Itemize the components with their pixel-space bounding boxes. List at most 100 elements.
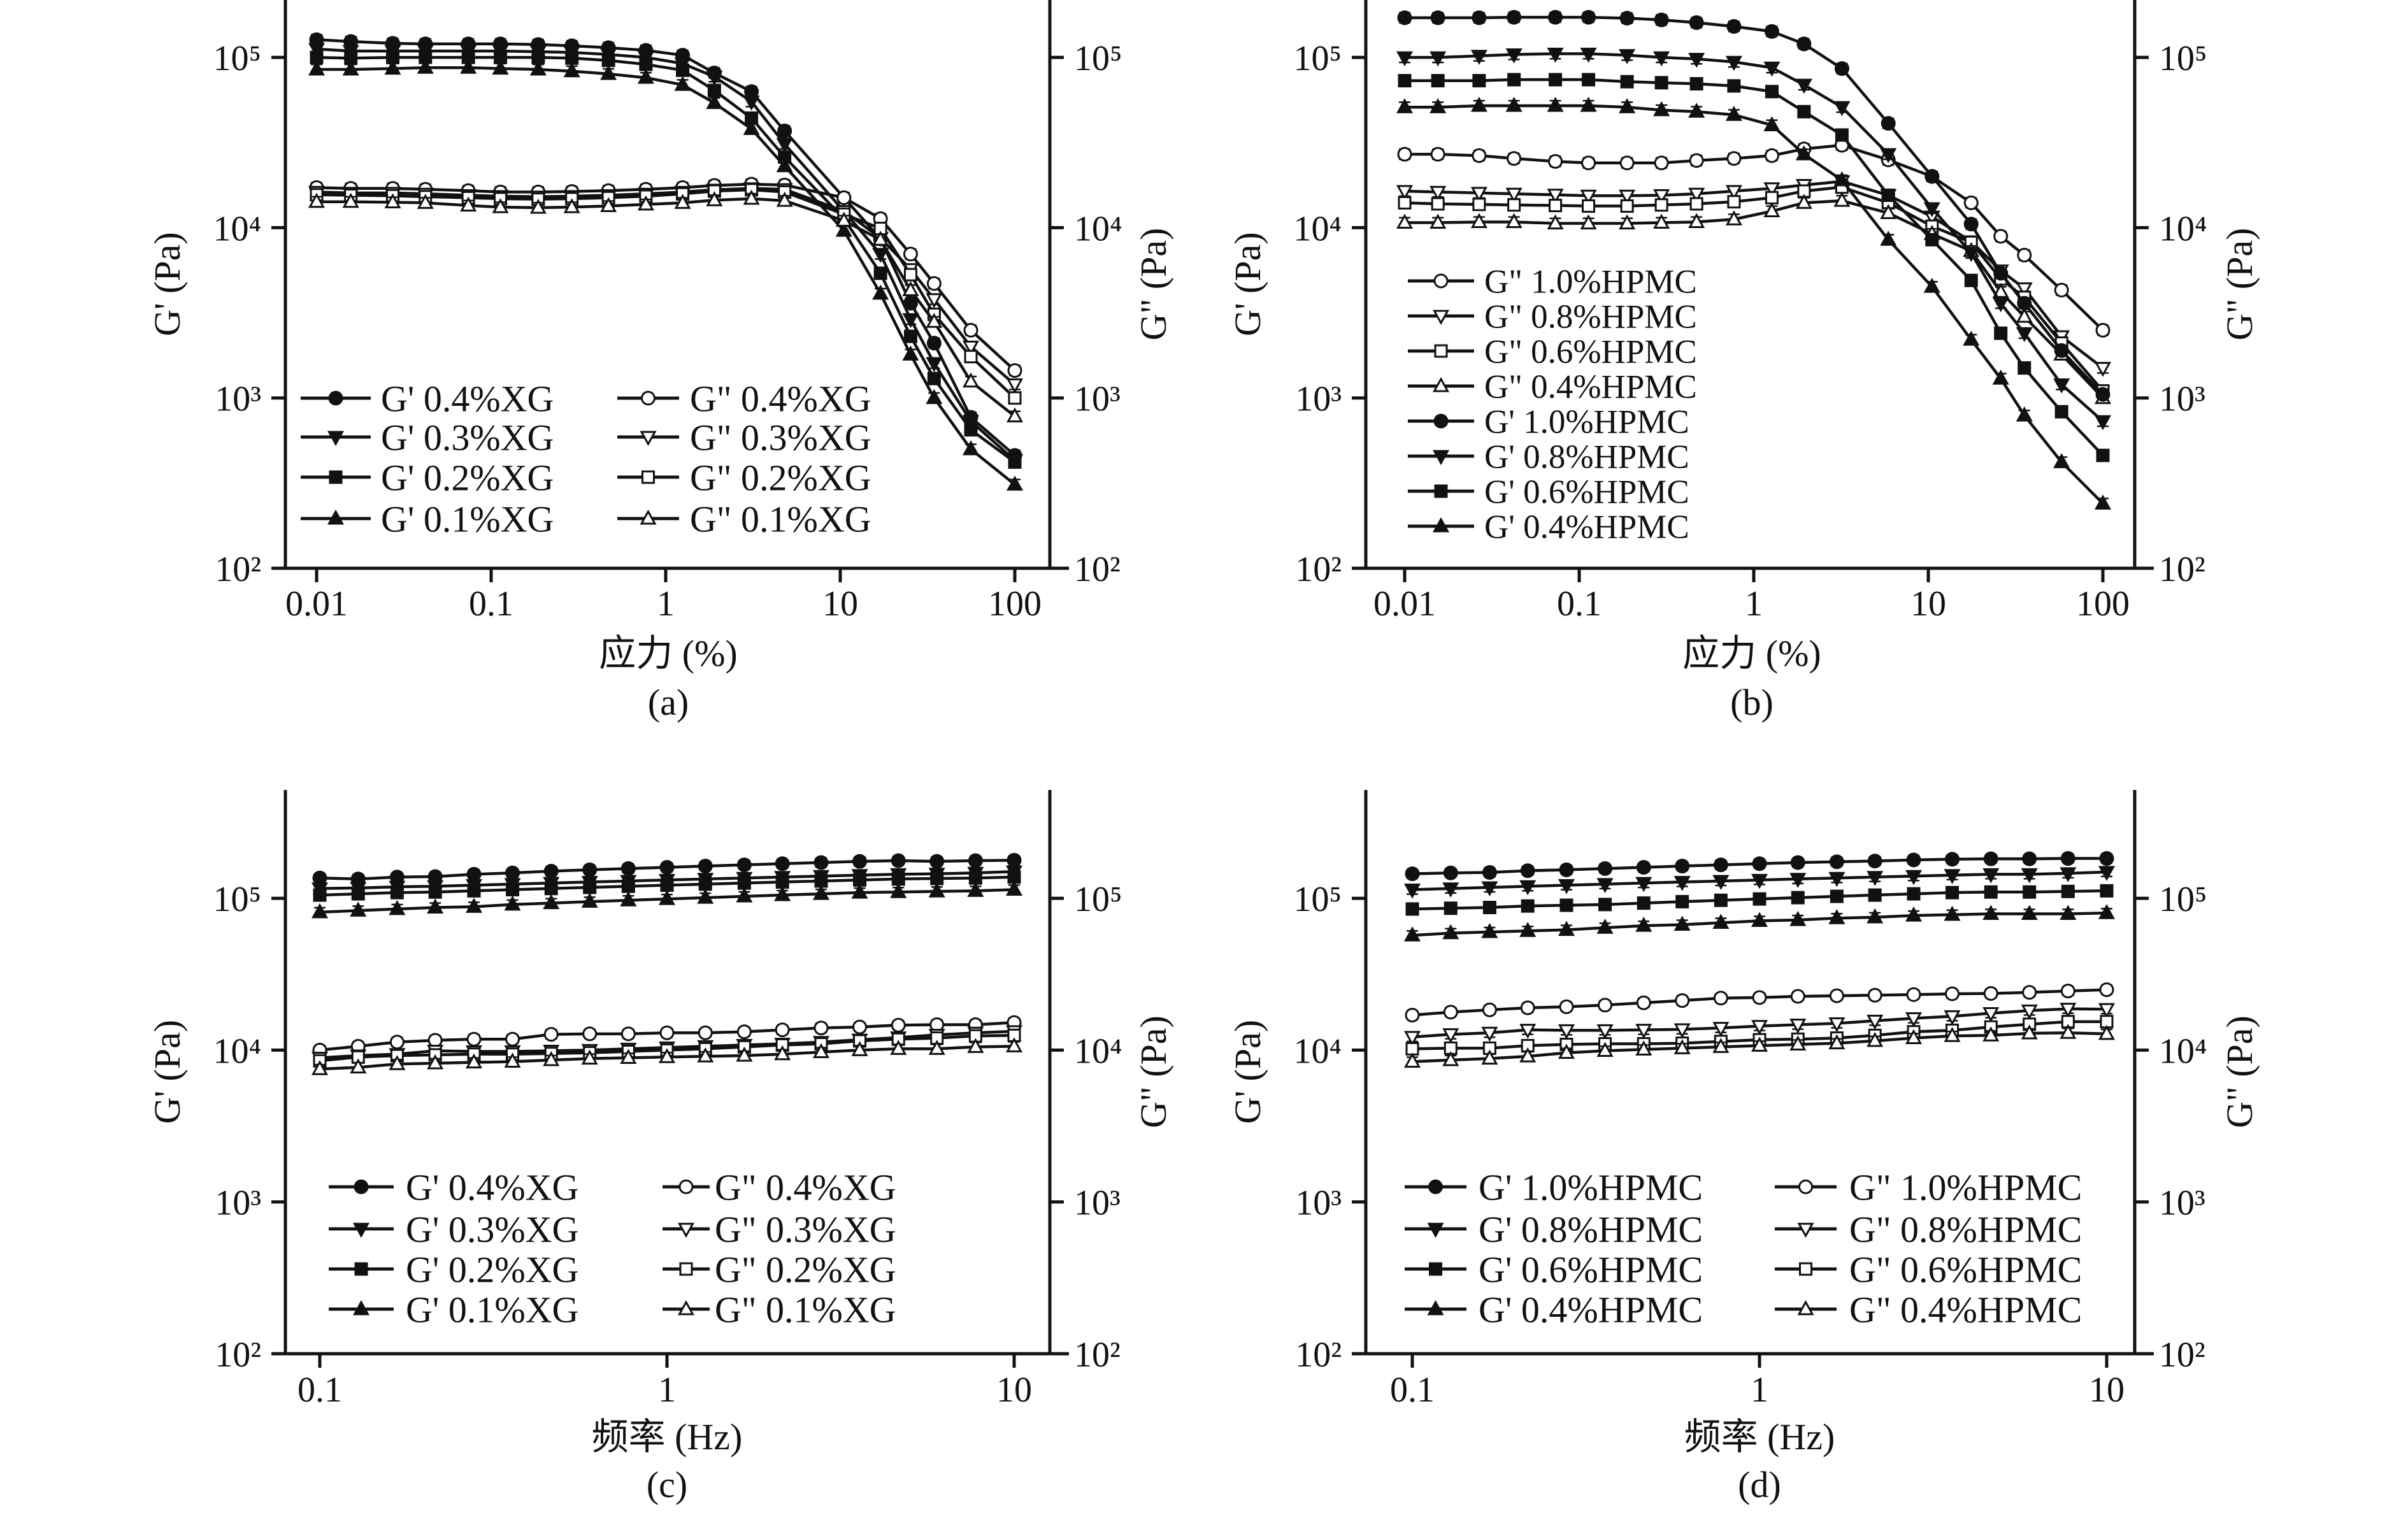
- legend-label: G" 0.4%XG: [715, 1166, 896, 1208]
- chart-panel-c: 10² 10² 10³ 10³ 10⁴ 10⁴ 10⁵ 10⁵ 0.1 1 10 频率 (Hz) (c)…: [147, 790, 1174, 1505]
- data-point: [1521, 899, 1535, 913]
- legend-marker: [1433, 413, 1449, 429]
- y-axis-title-left: G' (Pa): [1227, 232, 1268, 336]
- data-point: [2098, 904, 2116, 919]
- series-3: [311, 880, 1023, 919]
- y-tick-label-left: 10²: [1295, 550, 1342, 589]
- data-point: [776, 157, 793, 173]
- x-tick-label: 100: [988, 584, 1042, 624]
- data-point: [1828, 871, 1845, 887]
- data-point: [835, 212, 852, 227]
- legend-marker: [1434, 484, 1448, 498]
- data-point: [1795, 145, 1812, 161]
- data-point: [1443, 865, 1458, 880]
- data-point: [902, 281, 919, 296]
- data-point: [1689, 77, 1703, 91]
- data-point: [1431, 74, 1445, 88]
- legend-label: G" 0.4%HPMC: [1484, 369, 1697, 406]
- data-point: [736, 887, 753, 903]
- legend-label: G' 0.4%XG: [406, 1166, 578, 1208]
- data-point: [529, 198, 547, 214]
- data-point: [1765, 190, 1779, 204]
- data-point: [1520, 1000, 1535, 1015]
- data-point: [639, 57, 653, 71]
- data-point: [1505, 187, 1523, 203]
- y-tick-label-left: 10³: [215, 380, 261, 419]
- data-point: [2061, 884, 2075, 898]
- data-point: [2016, 327, 2033, 343]
- legend-item: G' 0.1%XG: [329, 1289, 578, 1330]
- data-point: [1430, 185, 1447, 201]
- data-point: [417, 194, 434, 209]
- x-tick-label: 0.1: [1390, 1370, 1435, 1410]
- data-point: [1006, 475, 1024, 491]
- legend-marker: [1427, 1300, 1444, 1316]
- data-point: [926, 313, 943, 328]
- legend-item: G" 0.4%XG: [617, 378, 871, 419]
- y-tick-label-left: 10²: [215, 1335, 261, 1375]
- data-point: [1653, 101, 1670, 117]
- data-point: [1580, 214, 1597, 230]
- data-point: [1654, 198, 1668, 212]
- legend-item: G" 0.6%HPMC: [1775, 1249, 2082, 1290]
- data-point: [1905, 907, 1923, 922]
- data-point: [964, 350, 978, 364]
- series-3: [1403, 904, 2116, 942]
- data-point: [1688, 187, 1705, 203]
- y-tick-label-right: 10³: [1074, 380, 1121, 419]
- data-point: [1598, 998, 1613, 1013]
- data-point: [1007, 363, 1022, 378]
- series-7: [311, 1037, 1023, 1075]
- data-point: [1725, 55, 1742, 71]
- y-tick-label-right: 10²: [1074, 1335, 1121, 1375]
- legend-item: G' 0.2%XG: [329, 1249, 578, 1290]
- data-point: [1596, 1042, 1614, 1057]
- data-point: [1907, 887, 1921, 901]
- data-point: [698, 859, 713, 874]
- series-6: [1398, 73, 2110, 462]
- data-point: [492, 59, 509, 75]
- data-point: [1867, 987, 1882, 1003]
- x-tick-label: 0.1: [1557, 584, 1602, 624]
- data-point: [1396, 98, 1414, 113]
- data-point: [2054, 343, 2069, 358]
- data-point: [2022, 985, 2037, 1000]
- data-point: [1791, 891, 1805, 905]
- legend-label: G" 0.4%HPMC: [1849, 1289, 2082, 1330]
- series-4: [1397, 10, 2111, 402]
- series-line: [317, 197, 1016, 418]
- data-point: [563, 198, 580, 213]
- x-tick-label: 1: [657, 584, 675, 624]
- data-point: [1558, 1024, 1575, 1040]
- y-axis-title-left: G' (Pa): [147, 1020, 188, 1124]
- legend-label: G' 0.3%XG: [406, 1208, 578, 1250]
- data-point: [737, 876, 751, 890]
- data-point: [1789, 1019, 1807, 1034]
- data-point: [964, 423, 978, 437]
- data-point: [1403, 926, 1421, 942]
- data-point: [1689, 15, 1704, 31]
- data-point: [1984, 885, 1998, 899]
- data-point: [1796, 36, 1812, 52]
- data-point: [505, 1031, 520, 1047]
- data-point: [1751, 1036, 1768, 1052]
- data-point: [2094, 494, 2112, 510]
- data-point: [774, 885, 791, 901]
- data-point: [427, 1054, 444, 1070]
- data-point: [1925, 233, 1939, 247]
- data-point: [1008, 455, 1022, 469]
- data-point: [1558, 1043, 1575, 1059]
- data-point: [1519, 922, 1537, 937]
- data-point: [601, 54, 615, 68]
- legend-marker: [1432, 310, 1450, 326]
- data-point: [308, 43, 326, 59]
- legend-marker: [1432, 376, 1450, 392]
- data-point: [1548, 10, 1563, 25]
- data-point: [1828, 1034, 1845, 1050]
- data-point: [1713, 857, 1728, 873]
- data-point: [1519, 1047, 1537, 1063]
- legend-label: G" 0.3%XG: [715, 1208, 896, 1250]
- legend-item: G" 0.3%XG: [617, 417, 871, 458]
- data-point: [813, 855, 829, 870]
- data-point: [1442, 1050, 1459, 1066]
